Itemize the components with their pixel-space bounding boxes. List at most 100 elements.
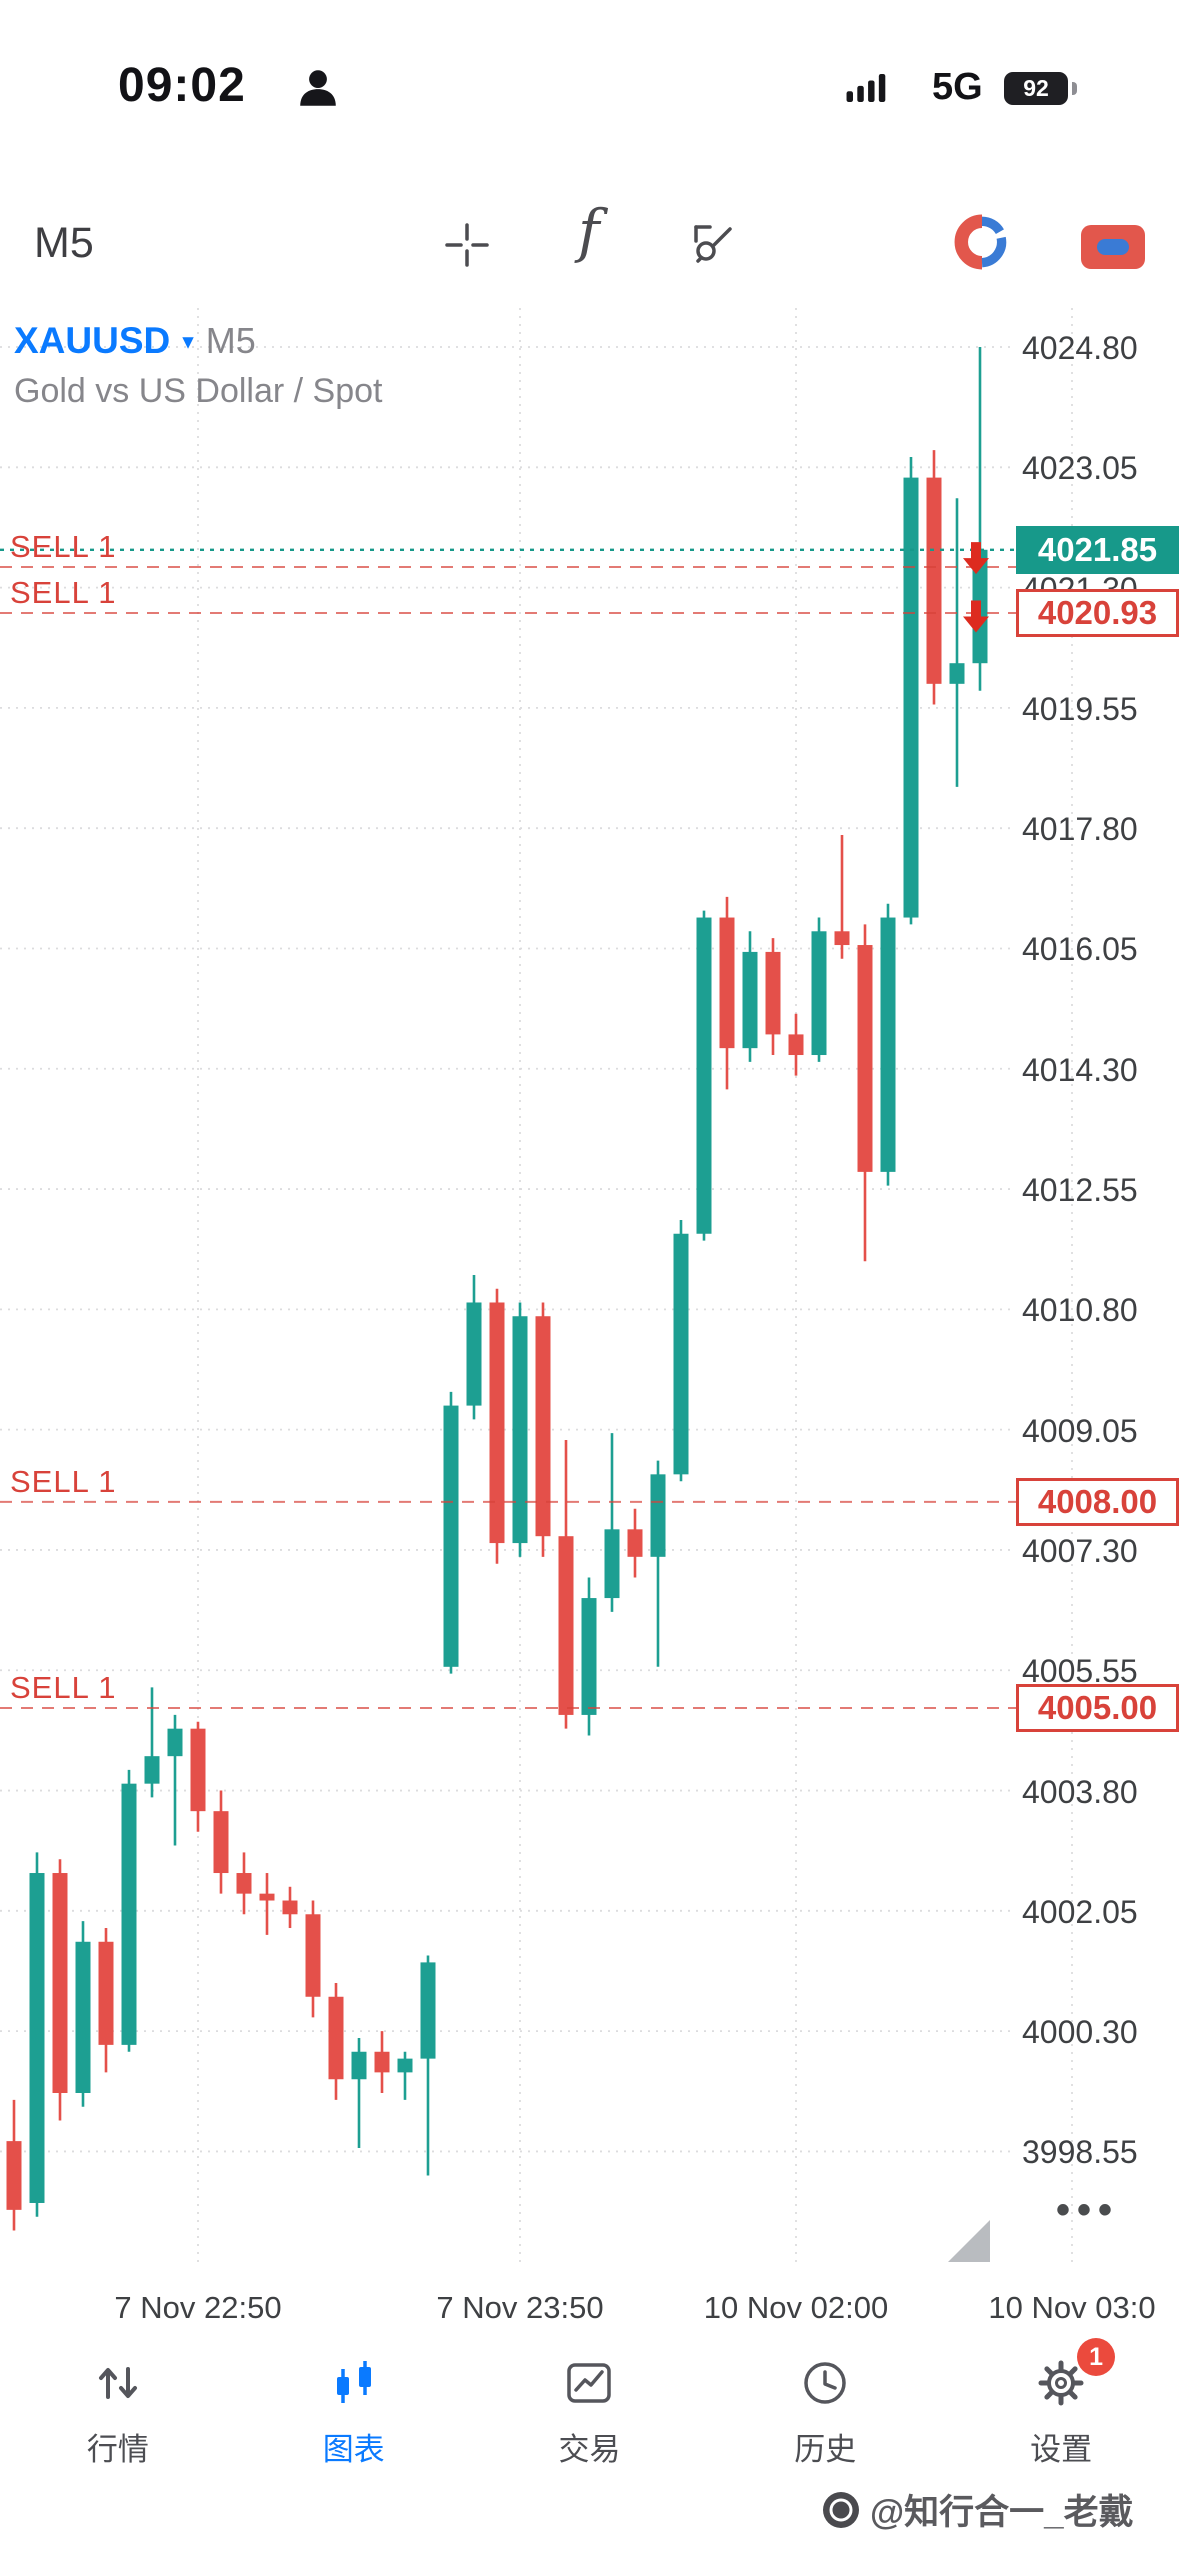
candle-body (351, 2051, 367, 2080)
candle-body (236, 1873, 252, 1894)
nav-charts[interactable]: 图表 (236, 2336, 472, 2469)
candle-body (75, 1941, 91, 2093)
objects-icon[interactable] (686, 219, 738, 276)
price-axis-label: 4017.80 (1022, 811, 1138, 848)
candle-body (98, 1941, 114, 2045)
crosshair-icon[interactable] (441, 219, 493, 276)
candles (6, 347, 988, 2231)
price-axis-label: 4000.30 (1022, 2014, 1138, 2051)
candle-body (788, 1034, 804, 1056)
candle-body (903, 477, 919, 918)
nav-trade[interactable]: 交易 (472, 2336, 708, 2469)
sell-order-label: SELL 1 (10, 1670, 117, 1706)
candle-body (949, 663, 965, 684)
symbol-name: XAUUSD (14, 320, 171, 361)
sell-order-label: SELL 1 (10, 575, 117, 611)
indicators-icon[interactable]: f (578, 197, 600, 265)
gear-icon (1033, 2354, 1089, 2412)
watermark-logo (823, 2491, 859, 2528)
candle-body (282, 1900, 298, 1915)
timeframe-button[interactable]: M5 (34, 219, 94, 267)
order-price-tag: 4020.93 (1016, 589, 1179, 638)
candles-icon (326, 2354, 382, 2412)
candle-body (328, 1996, 344, 2080)
price-axis-label: 4005.55 (1022, 1653, 1138, 1690)
news-icon[interactable] (1081, 225, 1145, 269)
candle-body (6, 2141, 22, 2210)
price-axis-label: 4023.05 (1022, 450, 1138, 487)
history-clock-icon (797, 2354, 853, 2412)
candle-body (834, 931, 850, 946)
battery-icon: 92 (1004, 72, 1068, 105)
candle-body (29, 1873, 45, 2203)
candle-body (374, 2051, 390, 2073)
candle-body (167, 1728, 183, 1757)
candlestick-chart[interactable] (0, 290, 1179, 2336)
scroll-end-corner[interactable] (948, 2220, 990, 2262)
symbol-timeframe: M5 (205, 320, 256, 361)
price-axis-label: 4010.80 (1022, 1292, 1138, 1329)
candle-body (880, 917, 896, 1172)
price-axis-label: 3998.55 (1022, 2134, 1138, 2171)
settings-badge: 1 (1077, 2338, 1116, 2376)
candle-body (719, 917, 735, 1049)
nav-label-charts: 图表 (322, 2432, 385, 2467)
candle-body (443, 1405, 459, 1667)
candle-body (305, 1914, 321, 1997)
sell-arrows (963, 542, 989, 633)
nav-label-trade: 交易 (558, 2432, 621, 2467)
network-type: 5G (932, 66, 983, 108)
chevron-down-icon: ▾ (182, 328, 194, 354)
nav-settings[interactable]: 1 设置 (943, 2336, 1179, 2469)
candle-body (604, 1529, 620, 1599)
nav-label-quotes: 行情 (86, 2432, 149, 2467)
price-axis-label: 4016.05 (1022, 931, 1138, 968)
more-button[interactable]: ••• (1056, 2188, 1120, 2232)
candle-body (259, 1893, 275, 1901)
nav-history[interactable]: 历史 (707, 2336, 943, 2469)
candle-body (213, 1811, 229, 1874)
cellular-signal-icon (828, 74, 906, 107)
symbol-description: Gold vs US Dollar / Spot (14, 372, 383, 410)
chart-toolbar: M5 f (0, 195, 1179, 295)
candle-body (857, 945, 873, 1172)
candle-body (673, 1233, 689, 1475)
price-axis-label: 4003.80 (1022, 1773, 1138, 1810)
price-axis-label: 4012.55 (1022, 1172, 1138, 1209)
time-axis-label: 10 Nov 03:0 (988, 2290, 1156, 2325)
nav-quotes[interactable]: 行情 (0, 2336, 236, 2469)
symbol-selector[interactable]: XAUUSD ▾ M5 (14, 320, 256, 362)
nav-label-history: 历史 (794, 2432, 857, 2467)
updown-arrows-icon (90, 2354, 146, 2412)
candle-body (696, 917, 712, 1234)
candle-body (466, 1302, 482, 1406)
candle-body (397, 2058, 413, 2073)
time-axis-label: 7 Nov 22:50 (114, 2290, 282, 2325)
clock: 09:02 (118, 59, 246, 112)
order-price-tag: 4005.00 (1016, 1684, 1179, 1733)
time-axis-label: 7 Nov 23:50 (436, 2290, 604, 2325)
news-icon-pill (1097, 239, 1129, 255)
candle-body (765, 951, 781, 1035)
candle-body (190, 1728, 206, 1812)
watermark: @知行合一_老戴 (822, 2484, 1134, 2535)
nav-label-settings: 设置 (1030, 2432, 1093, 2467)
candle-body (558, 1536, 574, 1715)
time-axis-label: 10 Nov 02:00 (703, 2290, 889, 2325)
candle-body (650, 1474, 666, 1557)
candle-body (535, 1316, 551, 1537)
donut-chart-icon[interactable] (953, 213, 1011, 276)
level-lines (0, 548, 1016, 1710)
battery-percent: 92 (1023, 75, 1049, 101)
order-price-tag: 4008.00 (1016, 1477, 1179, 1526)
price-axis-label: 4002.05 (1022, 1893, 1138, 1930)
candle-body (144, 1756, 160, 1784)
candle-body (926, 477, 942, 684)
user-icon (298, 68, 338, 113)
current-price-tag: 4021.85 (1016, 525, 1179, 574)
price-axis-label: 4014.30 (1022, 1051, 1138, 1088)
candle-body (742, 951, 758, 1049)
candle-body (581, 1598, 597, 1715)
sell-order-label: SELL 1 (10, 528, 117, 564)
